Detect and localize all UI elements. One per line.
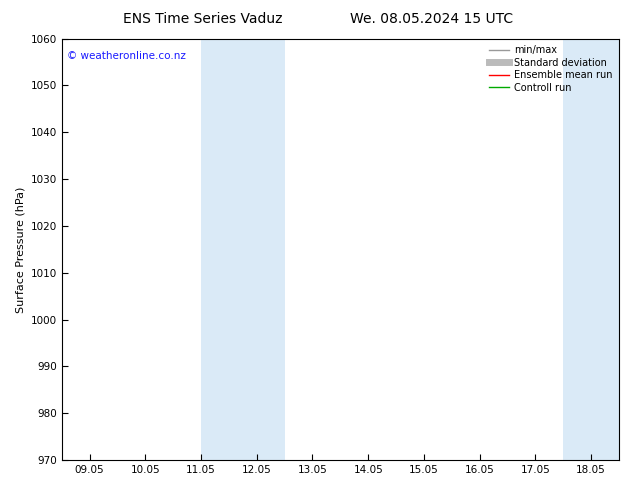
Y-axis label: Surface Pressure (hPa): Surface Pressure (hPa)	[15, 186, 25, 313]
Legend: min/max, Standard deviation, Ensemble mean run, Controll run: min/max, Standard deviation, Ensemble me…	[488, 44, 614, 95]
Text: © weatheronline.co.nz: © weatheronline.co.nz	[67, 51, 186, 61]
Bar	[563, 39, 591, 460]
Bar	[201, 39, 229, 460]
Text: We. 08.05.2024 15 UTC: We. 08.05.2024 15 UTC	[349, 12, 513, 26]
Bar	[229, 39, 285, 460]
Bar	[591, 39, 619, 460]
Text: ENS Time Series Vaduz: ENS Time Series Vaduz	[123, 12, 283, 26]
